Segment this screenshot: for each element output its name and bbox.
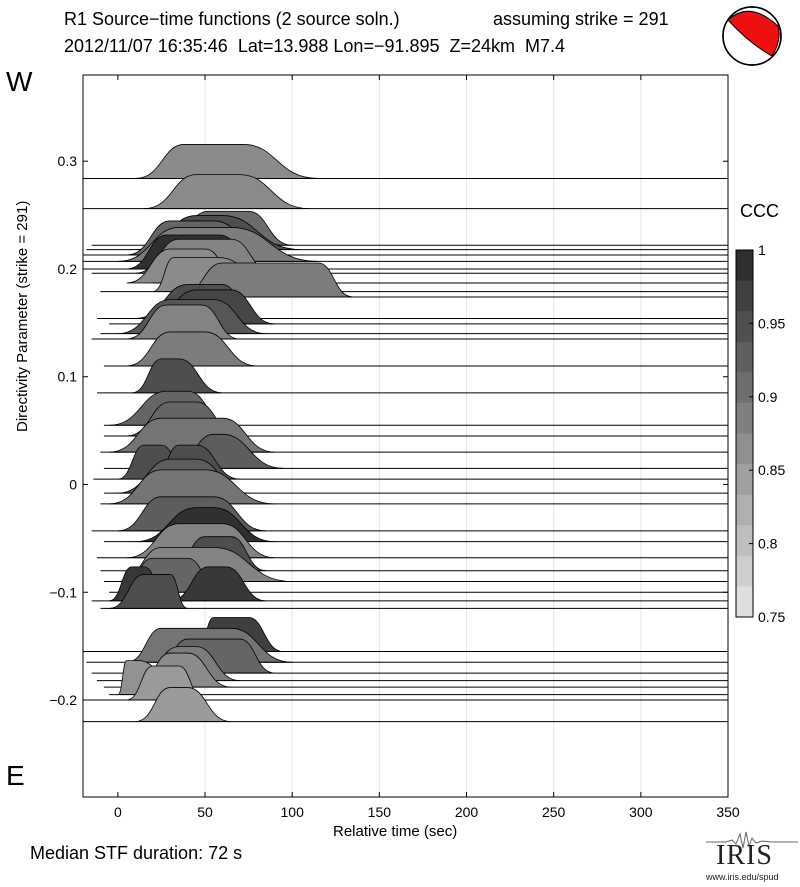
x-tick-label-0: 0 — [114, 804, 122, 820]
y-axis-label: Directivity Parameter (strike = 291) — [14, 200, 31, 432]
plot-frame — [82, 74, 729, 798]
stf-pulse-30-1 — [170, 566, 267, 602]
west-label: W — [6, 66, 33, 97]
stf-trace — [100, 574, 728, 609]
colorbar-tick-label-2: 0.9 — [758, 389, 778, 405]
stf-pulse-39-0 — [135, 687, 232, 722]
colorbar-swatch-1 — [736, 280, 753, 312]
iris-url[interactable]: www.iris.edu/spud — [706, 872, 779, 882]
colorbar-swatch-6 — [736, 433, 753, 465]
stf-traces — [83, 144, 728, 723]
colorbar-swatch-11 — [736, 586, 753, 618]
stf-trace — [103, 331, 728, 367]
colorbar-swatch-5 — [736, 402, 753, 434]
seismogram-icon — [706, 831, 798, 849]
colorbar-swatch-0 — [736, 250, 753, 282]
colorbar-swatch-4 — [736, 372, 753, 404]
x-tick-label-7: 350 — [716, 804, 740, 820]
median-duration: Median STF duration: 72 s — [30, 843, 243, 863]
colorbar-swatch-8 — [736, 494, 753, 526]
east-label: E — [6, 760, 25, 791]
beachball-compression — [727, 10, 780, 57]
colorbar-frame — [735, 249, 754, 618]
colorbar-tick-label-4: 0.8 — [758, 536, 778, 552]
chart-title: R1 Source−time functions (2 source soln.… — [64, 9, 400, 29]
colorbar-tick-label-3: 0.85 — [758, 462, 785, 478]
stf-pulse-1-0 — [144, 174, 310, 210]
stf-trace — [83, 174, 728, 210]
stf-pulse-15-0 — [126, 331, 258, 367]
x-tick-label-3: 150 — [368, 804, 392, 820]
stf-pulse-14-0 — [126, 304, 240, 340]
colorbar-swatch-10 — [736, 555, 753, 587]
colorbar-swatch-7 — [736, 464, 753, 496]
x-tick-label-4: 200 — [455, 804, 479, 820]
y-tick-label-1: 0.2 — [58, 261, 78, 277]
y-tick-label-2: 0.1 — [58, 369, 78, 385]
colorbar-tick-label-0: 1 — [758, 242, 766, 258]
colorbar-tick-label-1: 0.95 — [758, 315, 785, 331]
stf-pulse-16-0 — [131, 358, 223, 394]
colorbar-swatch-9 — [736, 525, 753, 557]
colorbar: 1 0.95 0.9 0.85 0.8 0.75 — [735, 242, 785, 625]
y-tick-label-5: −0.2 — [49, 692, 77, 708]
y-tick-label-4: −0.1 — [49, 584, 77, 600]
iris-logo-text: IRIS — [716, 840, 773, 871]
x-axis: 0 50 100 150 200 250 300 350 — [114, 75, 740, 820]
colorbar-swatch-2 — [736, 311, 753, 343]
colorbar-tick-label-5: 0.75 — [758, 609, 785, 625]
stf-pulse-31-0 — [109, 574, 188, 609]
stf-trace — [83, 687, 728, 723]
x-axis-label: Relative time (sec) — [333, 823, 458, 840]
stf-pulse-23-0 — [109, 469, 275, 505]
x-tick-label-2: 100 — [281, 804, 305, 820]
event-info: 2012/11/07 16:35:46 Lat=13.988 Lon=−91.8… — [64, 36, 566, 56]
iris-logo[interactable]: IRIS www.iris.edu/spud — [706, 830, 798, 886]
y-axis: 0.3 0.2 0.1 0 −0.1 −0.2 — [49, 153, 728, 708]
stf-pulse-0-0 — [135, 144, 319, 179]
strike-subtitle: assuming strike = 291 — [493, 9, 669, 29]
x-tick-label-6: 300 — [629, 804, 653, 820]
y-tick-label-0: 0.3 — [58, 153, 78, 169]
colorbar-title: CCC — [740, 201, 779, 221]
x-tick-label-1: 50 — [197, 804, 213, 820]
stf-trace — [96, 358, 728, 394]
beachball-icon — [722, 6, 782, 66]
x-tick-label-5: 250 — [542, 804, 566, 820]
y-tick-label-3: 0 — [69, 476, 77, 492]
colorbar-swatch-3 — [736, 341, 753, 373]
